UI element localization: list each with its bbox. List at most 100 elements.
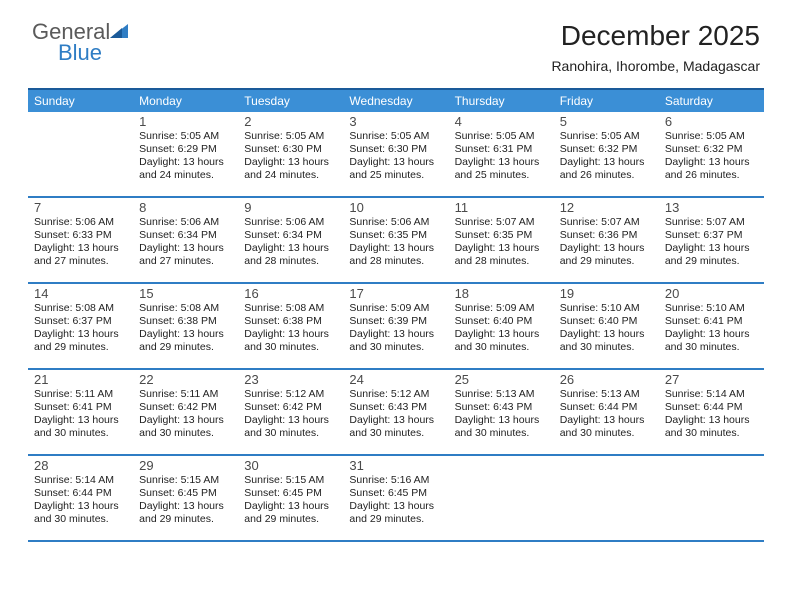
- location-subtitle: Ranohira, Ihorombe, Madagascar: [551, 58, 760, 74]
- sunrise-text: Sunrise: 5:14 AM: [34, 474, 127, 487]
- calendar-cell: 30Sunrise: 5:15 AMSunset: 6:45 PMDayligh…: [238, 456, 343, 540]
- sunrise-text: Sunrise: 5:06 AM: [349, 216, 442, 229]
- sunset-text: Sunset: 6:32 PM: [665, 143, 758, 156]
- daylight2-text: and 24 minutes.: [139, 169, 232, 182]
- calendar-cell: 6Sunrise: 5:05 AMSunset: 6:32 PMDaylight…: [659, 112, 764, 196]
- sunrise-text: Sunrise: 5:07 AM: [665, 216, 758, 229]
- sunset-text: Sunset: 6:45 PM: [244, 487, 337, 500]
- sunrise-text: Sunrise: 5:14 AM: [665, 388, 758, 401]
- daylight2-text: and 30 minutes.: [244, 341, 337, 354]
- daylight1-text: Daylight: 13 hours: [34, 242, 127, 255]
- calendar-week: 28Sunrise: 5:14 AMSunset: 6:44 PMDayligh…: [28, 456, 764, 542]
- calendar-cell: 2Sunrise: 5:05 AMSunset: 6:30 PMDaylight…: [238, 112, 343, 196]
- calendar-cell: 15Sunrise: 5:08 AMSunset: 6:38 PMDayligh…: [133, 284, 238, 368]
- daylight1-text: Daylight: 13 hours: [349, 242, 442, 255]
- day-number: 22: [139, 372, 232, 387]
- calendar-cell: 29Sunrise: 5:15 AMSunset: 6:45 PMDayligh…: [133, 456, 238, 540]
- daylight1-text: Daylight: 13 hours: [665, 328, 758, 341]
- sunrise-text: Sunrise: 5:05 AM: [455, 130, 548, 143]
- sunset-text: Sunset: 6:41 PM: [665, 315, 758, 328]
- daylight1-text: Daylight: 13 hours: [34, 328, 127, 341]
- sunset-text: Sunset: 6:31 PM: [455, 143, 548, 156]
- sunrise-text: Sunrise: 5:09 AM: [349, 302, 442, 315]
- calendar-cell: 16Sunrise: 5:08 AMSunset: 6:38 PMDayligh…: [238, 284, 343, 368]
- sunrise-text: Sunrise: 5:13 AM: [455, 388, 548, 401]
- daylight2-text: and 28 minutes.: [455, 255, 548, 268]
- calendar-cell: [28, 112, 133, 196]
- daylight1-text: Daylight: 13 hours: [349, 414, 442, 427]
- calendar-week: 1Sunrise: 5:05 AMSunset: 6:29 PMDaylight…: [28, 112, 764, 198]
- calendar-cell: [554, 456, 659, 540]
- day-number: 3: [349, 114, 442, 129]
- dow-friday: Friday: [554, 90, 659, 112]
- sunrise-text: Sunrise: 5:07 AM: [560, 216, 653, 229]
- sunset-text: Sunset: 6:44 PM: [34, 487, 127, 500]
- dow-sunday: Sunday: [28, 90, 133, 112]
- calendar-week: 21Sunrise: 5:11 AMSunset: 6:41 PMDayligh…: [28, 370, 764, 456]
- day-number: 8: [139, 200, 232, 215]
- daylight2-text: and 30 minutes.: [560, 427, 653, 440]
- sunrise-text: Sunrise: 5:05 AM: [560, 130, 653, 143]
- daylight2-text: and 26 minutes.: [665, 169, 758, 182]
- sunset-text: Sunset: 6:37 PM: [34, 315, 127, 328]
- sunset-text: Sunset: 6:44 PM: [665, 401, 758, 414]
- calendar-cell: 21Sunrise: 5:11 AMSunset: 6:41 PMDayligh…: [28, 370, 133, 454]
- sunset-text: Sunset: 6:41 PM: [34, 401, 127, 414]
- sunrise-text: Sunrise: 5:11 AM: [139, 388, 232, 401]
- daylight1-text: Daylight: 13 hours: [349, 500, 442, 513]
- logo-sail-icon: [108, 21, 130, 45]
- day-number: 26: [560, 372, 653, 387]
- sunset-text: Sunset: 6:45 PM: [349, 487, 442, 500]
- calendar-cell: 23Sunrise: 5:12 AMSunset: 6:42 PMDayligh…: [238, 370, 343, 454]
- daylight2-text: and 30 minutes.: [665, 341, 758, 354]
- calendar-cell: 31Sunrise: 5:16 AMSunset: 6:45 PMDayligh…: [343, 456, 448, 540]
- daylight1-text: Daylight: 13 hours: [244, 242, 337, 255]
- day-number: 9: [244, 200, 337, 215]
- sunrise-text: Sunrise: 5:06 AM: [244, 216, 337, 229]
- day-number: 1: [139, 114, 232, 129]
- dow-tuesday: Tuesday: [238, 90, 343, 112]
- daylight2-text: and 30 minutes.: [139, 427, 232, 440]
- daylight1-text: Daylight: 13 hours: [244, 156, 337, 169]
- calendar-cell: 8Sunrise: 5:06 AMSunset: 6:34 PMDaylight…: [133, 198, 238, 282]
- sunset-text: Sunset: 6:38 PM: [244, 315, 337, 328]
- day-number: 10: [349, 200, 442, 215]
- day-number: 18: [455, 286, 548, 301]
- sunset-text: Sunset: 6:33 PM: [34, 229, 127, 242]
- sunrise-text: Sunrise: 5:05 AM: [244, 130, 337, 143]
- day-number: 29: [139, 458, 232, 473]
- sunset-text: Sunset: 6:38 PM: [139, 315, 232, 328]
- day-of-week-row: Sunday Monday Tuesday Wednesday Thursday…: [28, 90, 764, 112]
- daylight1-text: Daylight: 13 hours: [139, 156, 232, 169]
- calendar-cell: 4Sunrise: 5:05 AMSunset: 6:31 PMDaylight…: [449, 112, 554, 196]
- daylight2-text: and 27 minutes.: [34, 255, 127, 268]
- sunrise-text: Sunrise: 5:15 AM: [139, 474, 232, 487]
- sunset-text: Sunset: 6:30 PM: [349, 143, 442, 156]
- daylight1-text: Daylight: 13 hours: [34, 500, 127, 513]
- daylight2-text: and 24 minutes.: [244, 169, 337, 182]
- daylight2-text: and 29 minutes.: [349, 513, 442, 526]
- daylight1-text: Daylight: 13 hours: [665, 242, 758, 255]
- daylight1-text: Daylight: 13 hours: [560, 242, 653, 255]
- daylight1-text: Daylight: 13 hours: [560, 328, 653, 341]
- calendar-cell: 17Sunrise: 5:09 AMSunset: 6:39 PMDayligh…: [343, 284, 448, 368]
- calendar-cell: 20Sunrise: 5:10 AMSunset: 6:41 PMDayligh…: [659, 284, 764, 368]
- calendar-cell: 13Sunrise: 5:07 AMSunset: 6:37 PMDayligh…: [659, 198, 764, 282]
- sunrise-text: Sunrise: 5:06 AM: [34, 216, 127, 229]
- dow-saturday: Saturday: [659, 90, 764, 112]
- calendar-cell: 9Sunrise: 5:06 AMSunset: 6:34 PMDaylight…: [238, 198, 343, 282]
- day-number: 13: [665, 200, 758, 215]
- sunrise-text: Sunrise: 5:08 AM: [139, 302, 232, 315]
- daylight2-text: and 28 minutes.: [244, 255, 337, 268]
- daylight2-text: and 29 minutes.: [560, 255, 653, 268]
- sunrise-text: Sunrise: 5:11 AM: [34, 388, 127, 401]
- day-number: 5: [560, 114, 653, 129]
- daylight1-text: Daylight: 13 hours: [560, 156, 653, 169]
- daylight1-text: Daylight: 13 hours: [349, 156, 442, 169]
- daylight1-text: Daylight: 13 hours: [139, 328, 232, 341]
- daylight2-text: and 30 minutes.: [560, 341, 653, 354]
- daylight1-text: Daylight: 13 hours: [139, 414, 232, 427]
- calendar-cell: 10Sunrise: 5:06 AMSunset: 6:35 PMDayligh…: [343, 198, 448, 282]
- sunrise-text: Sunrise: 5:05 AM: [139, 130, 232, 143]
- sunset-text: Sunset: 6:39 PM: [349, 315, 442, 328]
